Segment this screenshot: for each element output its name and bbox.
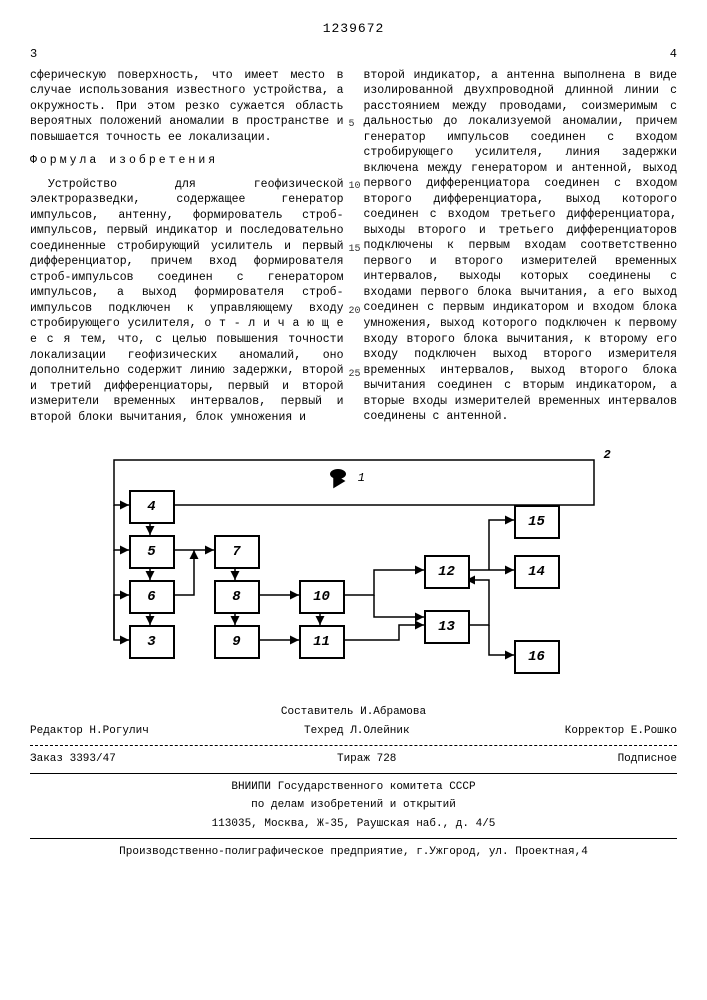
order-number: Заказ 3393/47: [30, 752, 116, 767]
right-para-1: второй индикатор, а антенна выполнена в …: [364, 68, 678, 425]
left-para-1: сферическую поверхность, что имеет место…: [30, 68, 344, 146]
block-diagram: 1 2 4 5 6 3 7 8 9 10 11 12 13 15 14 16: [84, 445, 624, 685]
block-8: 8: [214, 580, 260, 614]
printer: Производственно-полиграфическое предприя…: [30, 845, 677, 860]
page-left: 3: [30, 46, 37, 62]
org-line-1: ВНИИПИ Государственного комитета СССР: [30, 780, 677, 795]
block-12: 12: [424, 555, 470, 589]
block-5: 5: [129, 535, 175, 569]
text-columns: сферическую поверхность, что имеет место…: [30, 68, 677, 425]
block-6: 6: [129, 580, 175, 614]
block-16: 16: [514, 640, 560, 674]
block-9: 9: [214, 625, 260, 659]
line-number: 10: [349, 180, 361, 194]
org-line-2: по делам изобретений и открытий: [30, 798, 677, 813]
page-right: 4: [670, 46, 677, 62]
techred: Техред Л.Олейник: [304, 724, 410, 739]
block-10: 10: [299, 580, 345, 614]
footer: Составитель И.Абрамова Редактор Н.Рогули…: [30, 705, 677, 860]
block-13: 13: [424, 610, 470, 644]
block-7: 7: [214, 535, 260, 569]
block-15: 15: [514, 505, 560, 539]
editor: Редактор Н.Рогулич: [30, 724, 149, 739]
label-1-text: 1: [358, 471, 365, 485]
formula-heading: Формула изобретения: [30, 153, 344, 169]
left-column: сферическую поверхность, что имеет место…: [30, 68, 344, 425]
antenna-label-1: 1: [329, 467, 365, 486]
document-number: 1239672: [30, 20, 677, 38]
compiler: Составитель И.Абрамова: [30, 705, 677, 720]
block-14: 14: [514, 555, 560, 589]
page-numbers: 3 4: [30, 46, 677, 62]
line-number: 25: [349, 368, 361, 382]
right-column: второй индикатор, а антенна выполнена в …: [364, 68, 678, 425]
antenna-label-2: 2: [604, 447, 611, 463]
line-number: 20: [349, 305, 361, 319]
podpisnoe: Подписное: [618, 752, 677, 767]
tirazh: Тираж 728: [337, 752, 396, 767]
org-address: 113035, Москва, Ж-35, Раушская наб., д. …: [30, 817, 677, 832]
block-11: 11: [299, 625, 345, 659]
line-number: 5: [349, 118, 355, 132]
line-number: 15: [349, 243, 361, 257]
corrector: Корректор Е.Рошко: [565, 724, 677, 739]
block-4: 4: [129, 490, 175, 524]
block-3: 3: [129, 625, 175, 659]
left-para-2: Устройство для геофизической электроразв…: [30, 177, 344, 425]
